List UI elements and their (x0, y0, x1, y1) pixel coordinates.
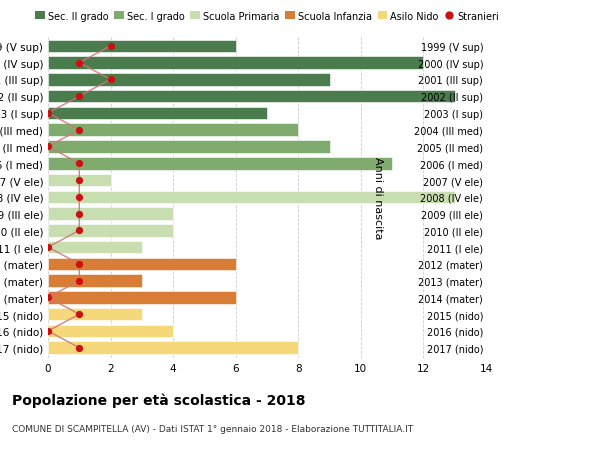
Point (74, 344, 84, 352)
Point (43, 244, 53, 251)
Bar (48, 141, 329, 153)
Point (74, 93, 84, 101)
Bar (48, 91, 455, 103)
Bar (48, 241, 142, 254)
Point (74, 127, 84, 134)
Bar (48, 157, 392, 170)
Point (106, 43, 115, 50)
Point (74, 194, 84, 201)
Text: COMUNE DI SCAMPITELLA (AV) - Dati ISTAT 1° gennaio 2018 - Elaborazione TUTTITALI: COMUNE DI SCAMPITELLA (AV) - Dati ISTAT … (12, 425, 413, 434)
Point (74, 311, 84, 318)
Bar (48, 224, 173, 237)
Bar (48, 341, 298, 354)
Point (74, 160, 84, 168)
Point (74, 227, 84, 235)
Bar (48, 107, 267, 120)
Bar (48, 191, 455, 204)
Bar (48, 325, 173, 337)
Point (106, 77, 115, 84)
Text: Popolazione per età scolastica - 2018: Popolazione per età scolastica - 2018 (12, 392, 305, 407)
Point (74, 261, 84, 268)
Bar (48, 275, 142, 287)
Bar (48, 124, 298, 137)
Point (74, 60, 84, 67)
Bar (48, 57, 424, 70)
Point (74, 277, 84, 285)
Legend: Sec. II grado, Sec. I grado, Scuola Primaria, Scuola Infanzia, Asilo Nido, Stran: Sec. II grado, Sec. I grado, Scuola Prim… (31, 8, 503, 25)
Bar (48, 208, 173, 220)
Y-axis label: Anni di nascita: Anni di nascita (373, 156, 383, 239)
Point (43, 294, 53, 302)
Bar (48, 258, 236, 271)
Point (74, 177, 84, 185)
Bar (48, 40, 236, 53)
Bar (48, 308, 142, 321)
Point (43, 110, 53, 118)
Bar (48, 291, 236, 304)
Point (74, 210, 84, 218)
Point (43, 144, 53, 151)
Bar (48, 174, 110, 187)
Point (43, 328, 53, 335)
Bar (48, 74, 329, 86)
